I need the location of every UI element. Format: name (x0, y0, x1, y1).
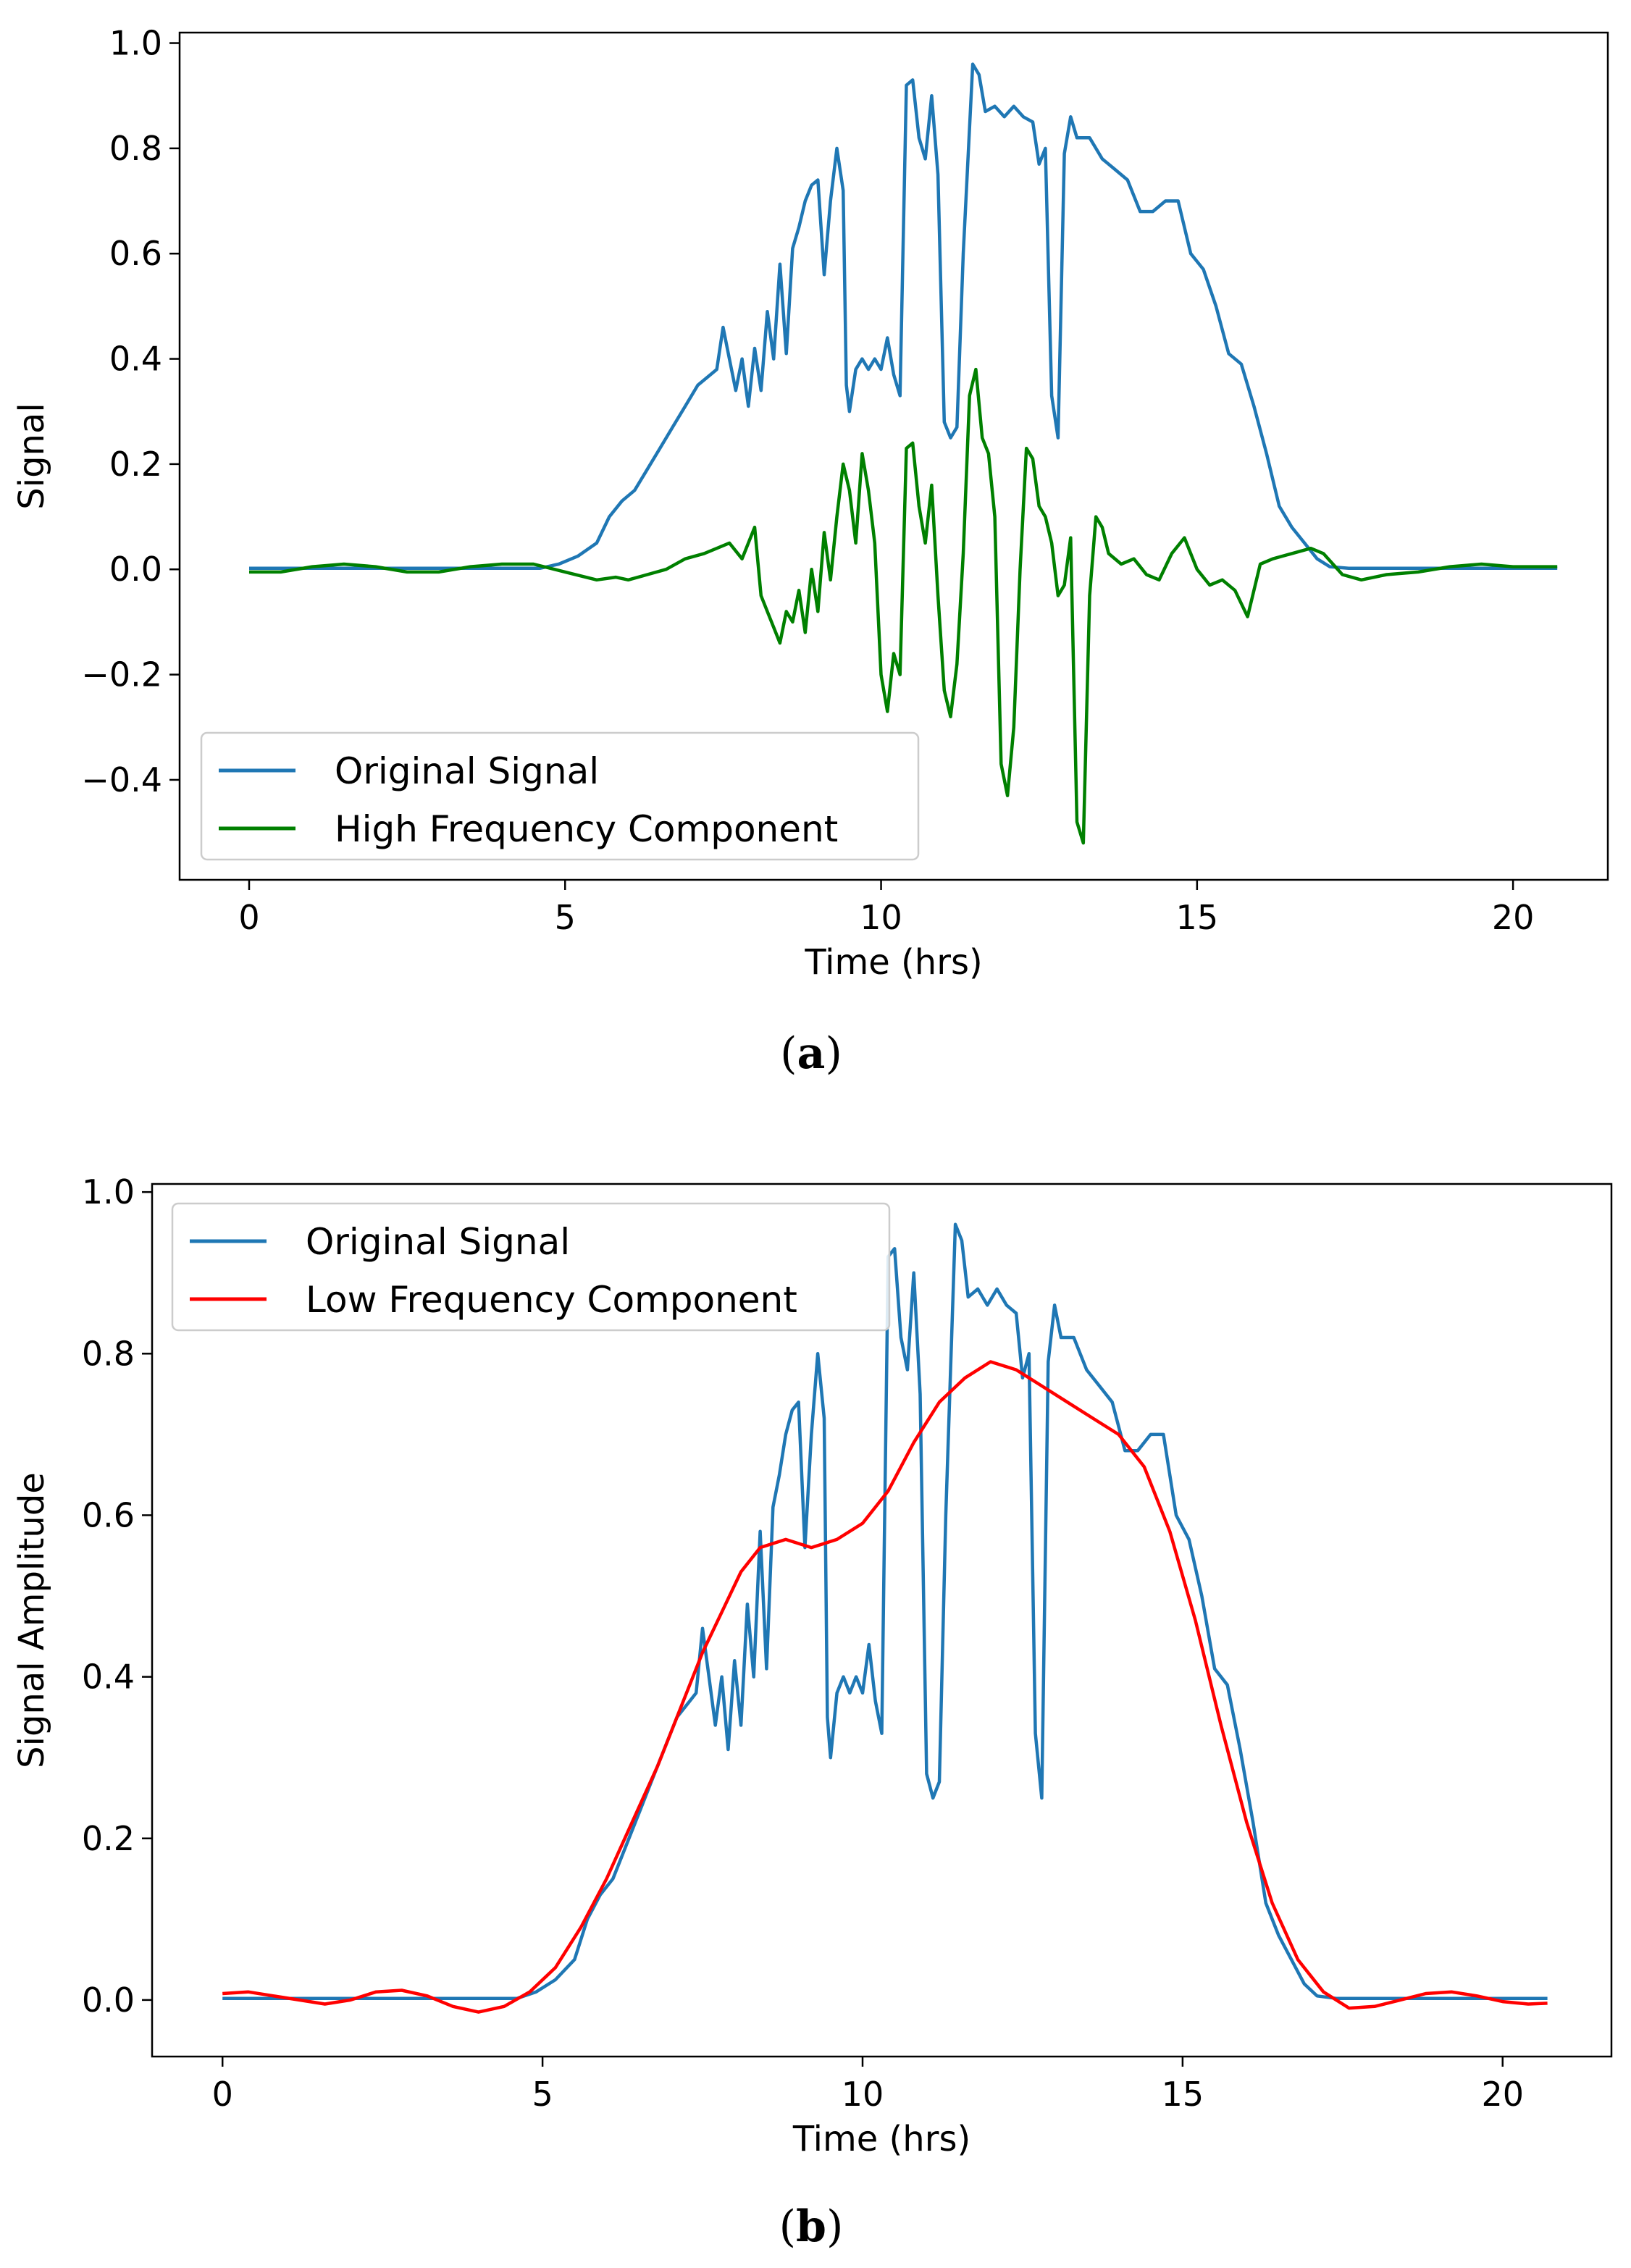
y-tick-label: 0.8 (109, 129, 162, 168)
y-tick-label: 0.4 (109, 340, 162, 379)
x-tick-label: 15 (1176, 898, 1219, 937)
y-tick-label: 0.4 (82, 1658, 135, 1697)
x-tick-label: 20 (1492, 898, 1535, 937)
chart-a-caption-letter: a (797, 1028, 826, 1079)
chart-a-x-axis-label: Time (hrs) (804, 942, 982, 983)
y-tick-label: −0.4 (81, 760, 162, 799)
chart-b-series (222, 1222, 1548, 2014)
x-tick-label: 20 (1481, 2075, 1524, 2114)
chart-a-legend: Original Signal High Frequency Component (200, 731, 920, 861)
x-tick-label: 5 (555, 898, 576, 937)
x-tick-label: 5 (532, 2075, 553, 2114)
legend-label: Original Signal (335, 750, 599, 792)
x-tick-label: 0 (238, 898, 259, 937)
y-tick-label: 0.2 (82, 1819, 135, 1858)
series-line-original-signal (249, 62, 1558, 571)
chart-b: 0 5 10 15 20 1.0 0.8 0.6 0.4 0.2 0.0 Time (hrs) S… (12, 1172, 1613, 2252)
series-line-original-signal (222, 1222, 1548, 2000)
chart-b-x-ticks: 0 5 10 15 20 (212, 2057, 1524, 2114)
y-tick-label: −0.2 (81, 655, 162, 694)
chart-b-caption: (b) (779, 2201, 844, 2252)
chart-a-plot-frame (178, 31, 1609, 881)
x-tick-label: 0 (212, 2075, 233, 2114)
chart-b-caption-letter: b (796, 2201, 826, 2252)
chart-a-series (249, 62, 1558, 845)
legend-label: Original Signal (306, 1221, 570, 1263)
legend-box (171, 1202, 891, 1332)
chart-a-y-axis-label: Signal (12, 403, 52, 509)
y-tick-label: 0.6 (109, 234, 162, 273)
series-line-low-frequency-component (222, 1360, 1548, 2014)
y-tick-label: 0.6 (82, 1495, 135, 1534)
legend-label: Low Frequency Component (306, 1279, 797, 1321)
chart-a: 0 5 10 15 20 1.0 0.8 0.6 0.4 0.2 0.0 −0.2 −0.4 Time… (12, 24, 1609, 1079)
chart-b-plot-frame (151, 1183, 1613, 2058)
y-tick-label: 1.0 (82, 1172, 135, 1211)
chart-a-x-ticks: 0 5 10 15 20 (238, 880, 1534, 937)
legend-label: High Frequency Component (335, 808, 838, 850)
chart-b-x-axis-label: Time (hrs) (792, 2119, 970, 2159)
x-tick-label: 10 (860, 898, 902, 937)
y-tick-label: 0.0 (82, 1981, 135, 2020)
legend-box (200, 731, 920, 861)
chart-a-y-ticks: 1.0 0.8 0.6 0.4 0.2 0.0 −0.2 −0.4 (81, 24, 180, 799)
series-line-high-frequency-component (249, 367, 1558, 845)
y-tick-label: 0.2 (109, 445, 162, 484)
y-tick-label: 1.0 (109, 24, 162, 63)
chart-b-y-axis-label: Signal Amplitude (12, 1472, 52, 1768)
chart-a-caption: (a) (780, 1028, 842, 1079)
chart-b-y-ticks: 1.0 0.8 0.6 0.4 0.2 0.0 (82, 1172, 152, 2020)
y-tick-label: 0.8 (82, 1334, 135, 1373)
x-tick-label: 15 (1162, 2075, 1204, 2114)
chart-b-legend: Original Signal Low Frequency Component (171, 1202, 891, 1332)
y-tick-label: 0.0 (109, 550, 162, 589)
x-tick-label: 10 (842, 2075, 884, 2114)
